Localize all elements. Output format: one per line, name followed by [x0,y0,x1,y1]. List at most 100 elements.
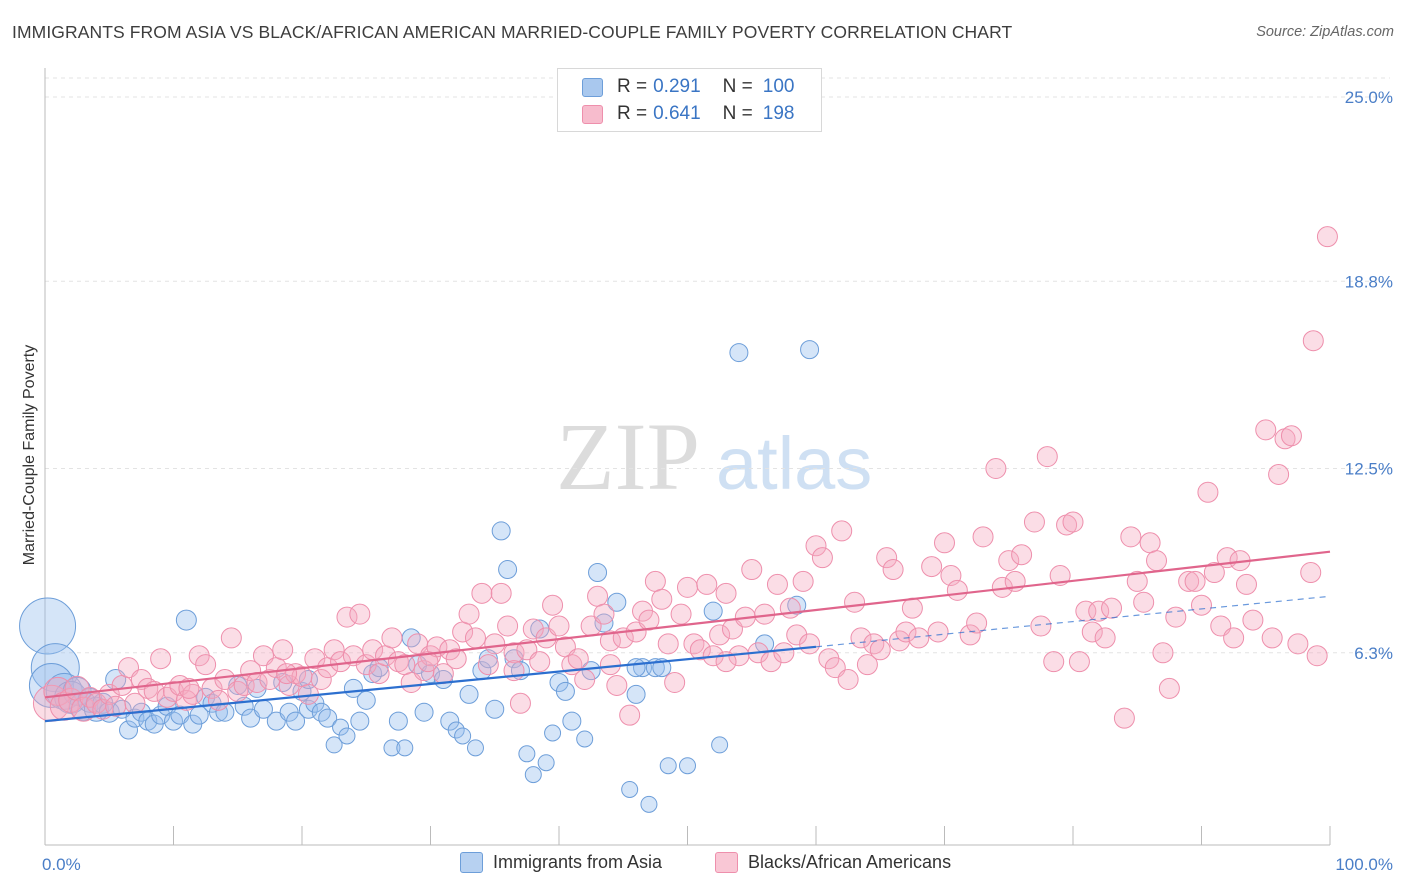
point-black-african-american [599,654,621,676]
point-black-african-american [1203,562,1225,584]
point-immigrants-asia [332,718,350,736]
point-black-african-american [683,633,705,655]
point-black-african-american [1235,573,1257,595]
legend-swatch-black [582,104,603,124]
point-black-african-american [792,570,814,592]
point-black-african-american [1268,463,1290,485]
point-immigrants-asia [530,619,550,639]
point-black-african-american [368,663,390,685]
point-immigrants-asia [544,724,562,742]
point-immigrants-asia [524,766,542,784]
point-black-african-american [921,556,943,578]
watermark: ZIP atlas [556,403,872,510]
watermark-zip: ZIP [556,403,700,510]
point-black-african-american [542,594,564,616]
point-black-african-american [1126,570,1148,592]
point-black-african-american [1302,330,1324,352]
legend-r-label: R = [617,76,648,97]
point-immigrants-asia [447,721,465,739]
point-black-african-american [471,582,493,604]
point-black-african-american [490,582,512,604]
point-immigrants-asia [491,521,511,541]
gridlines [45,77,1390,654]
point-black-african-american [1316,226,1338,248]
point-immigrants-asia [208,702,228,722]
point-immigrants-asia [607,592,627,612]
point-immigrants-asia [440,711,460,731]
x-tick-label-max: 100.0% [1335,855,1393,874]
point-black-african-american [696,573,718,595]
point-black-african-american [484,633,506,655]
point-black-african-american [227,680,249,702]
point-black-african-american [773,642,795,664]
point-black-african-american [1120,526,1142,548]
bottom-legend-swatch-black [715,852,738,873]
point-black-african-american [1133,591,1155,613]
point-black-african-american [677,576,698,598]
point-black-african-american [1287,633,1309,655]
point-black-african-american [869,639,891,661]
point-black-african-american [497,615,519,637]
point-black-african-american [310,669,332,691]
point-black-african-american [1030,615,1052,637]
point-black-african-american [766,573,788,595]
point-black-african-american [908,627,930,649]
point-black-african-american [599,630,621,652]
trend-line-black [44,550,1331,699]
bottom-legend-swatch-asia [460,852,483,873]
point-black-african-american [1094,627,1116,649]
legend-row-asia: R = 0.291 N = 100 [582,75,794,99]
point-black-african-american [259,669,281,691]
point-black-african-american [895,621,917,643]
point-black-african-american [477,654,499,676]
point-black-african-american [304,648,326,670]
point-black-african-american [417,651,439,673]
point-immigrants-asia [711,736,729,754]
point-black-african-american [1197,481,1219,503]
point-black-african-american [1036,446,1058,468]
point-black-african-american [111,674,133,696]
correlation-legend: R = 0.291 N = 100 R = 0.641 N = 198 [557,68,822,132]
legend-r-label: R = [617,103,648,124]
point-black-african-american [458,603,480,625]
point-black-african-american [587,585,609,607]
point-black-african-american [1011,544,1033,566]
point-black-african-american [1184,570,1206,592]
legend-n-value-black: 198 [762,103,795,124]
y-tick-label: 6.3% [1354,644,1393,663]
point-black-african-american [1101,597,1123,619]
point-immigrants-asia [787,595,807,615]
point-immigrants-asia [537,754,555,772]
point-black-african-american [1049,564,1071,586]
point-black-african-american [276,663,298,685]
point-immigrants-asia [318,708,338,728]
y-tick-label: 25.0% [1345,88,1393,107]
point-black-african-american [1139,532,1161,554]
point-black-african-american [1068,651,1090,673]
point-black-african-american [709,624,731,646]
point-black-african-american [1300,562,1322,584]
point-black-african-american [1081,621,1103,643]
point-immigrants-asia [581,661,601,681]
point-immigrants-asia [800,340,820,360]
bottom-legend-asia: Immigrants from Asia [460,852,662,873]
trend-line-asia [44,645,817,723]
point-black-african-american [220,627,242,649]
point-black-african-american [670,603,692,625]
point-black-african-american [657,633,679,655]
point-immigrants-asia [383,739,401,757]
point-black-african-american [959,624,981,646]
point-immigrants-asia [626,684,646,704]
point-black-african-american [651,588,673,610]
point-immigrants-asia [576,730,594,748]
point-black-african-american [741,559,763,581]
point-black-african-american [336,606,358,628]
point-immigrants-asia [338,727,356,745]
point-black-african-american [1178,570,1200,592]
point-immigrants-asia [175,609,197,631]
trend-lines [44,550,1331,723]
point-black-african-american [349,603,371,625]
legend-n-label: N = [722,103,753,124]
x-tick-label-min: 0.0% [42,855,81,874]
point-immigrants-asia [478,649,498,669]
